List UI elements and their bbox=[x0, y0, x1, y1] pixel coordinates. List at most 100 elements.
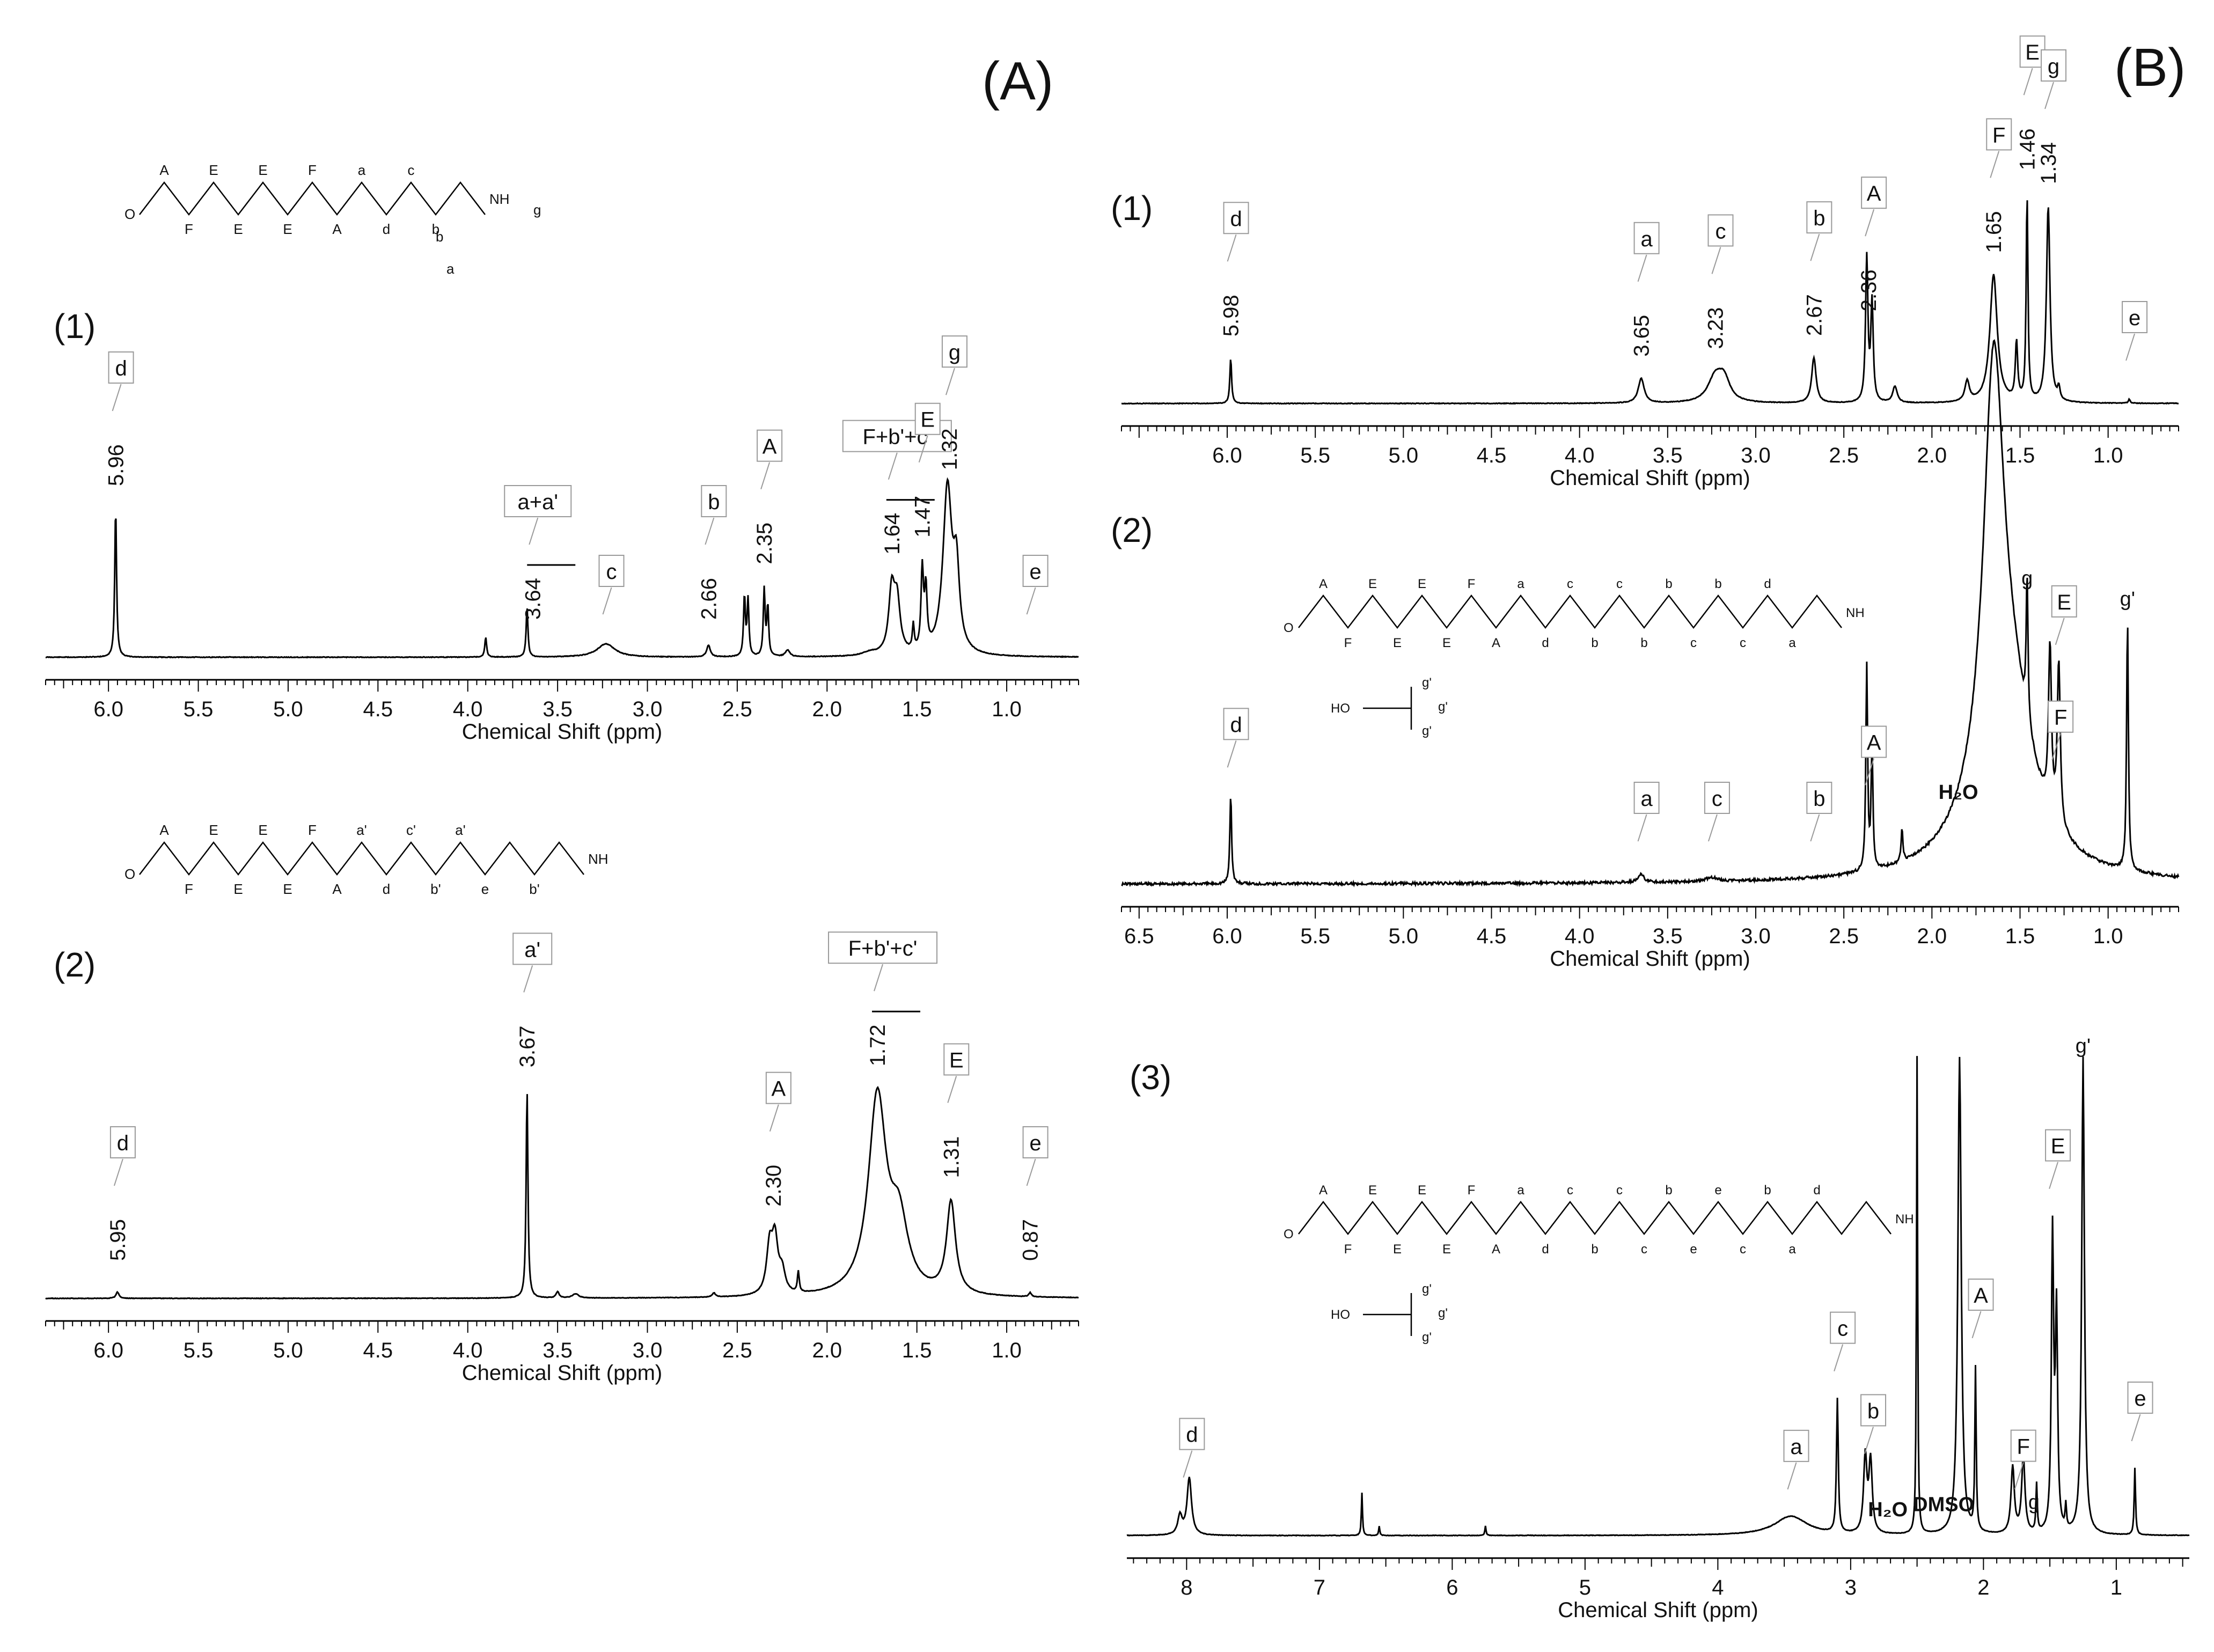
chain-label: c bbox=[1567, 577, 1573, 591]
tag-leader bbox=[1834, 1344, 1844, 1371]
chain-label: b' bbox=[529, 881, 539, 897]
tag-leader bbox=[2131, 1414, 2141, 1442]
peak-shift-value: 0.87 bbox=[1019, 1219, 1043, 1261]
peak-tag: d bbox=[115, 357, 127, 380]
boc-label: g' bbox=[1422, 676, 1432, 690]
tag-leader bbox=[1810, 814, 1820, 842]
chain-label: a bbox=[1788, 636, 1796, 650]
peak-tag: d bbox=[1230, 207, 1242, 231]
tag-leader bbox=[1971, 1311, 1982, 1339]
chain-label: E bbox=[233, 881, 243, 897]
peak-tag-box bbox=[943, 1043, 970, 1076]
branch-label: b bbox=[436, 229, 443, 245]
peak-tag: e bbox=[1029, 560, 1041, 584]
peak-tag-box bbox=[1986, 118, 2012, 151]
tag-leader bbox=[1026, 587, 1036, 615]
peak-shift-value: 1.32 bbox=[938, 428, 962, 470]
peak-tag: F bbox=[2054, 706, 2067, 730]
chain-label: d bbox=[383, 881, 390, 897]
chain-label: c bbox=[1567, 1183, 1573, 1198]
peak-shift-value: 1.72 bbox=[866, 1024, 890, 1066]
peak-tag: d bbox=[1186, 1423, 1198, 1447]
tick-label: 3.5 bbox=[542, 697, 573, 721]
peak-shift-value: 1.47 bbox=[911, 496, 935, 538]
tag-leader bbox=[1707, 814, 1718, 842]
tag-leader bbox=[1865, 758, 1875, 785]
tick-label: 4.5 bbox=[1477, 444, 1507, 467]
chain-label: a bbox=[1517, 577, 1524, 591]
x-axis-title: Chemical Shift (ppm) bbox=[1550, 947, 1750, 971]
peak-tag-box bbox=[2041, 49, 2067, 82]
tick-label: 2.0 bbox=[812, 697, 842, 721]
solvent-or-group-label: H₂O bbox=[1939, 781, 1978, 804]
tag-leader bbox=[1227, 234, 1237, 262]
x-axis-title: Chemical Shift (ppm) bbox=[462, 720, 662, 744]
peak-tag-box bbox=[1806, 201, 1832, 234]
tick-label: 5 bbox=[1579, 1576, 1591, 1599]
spectrum-number: (2) bbox=[1111, 511, 1153, 549]
tick-label: 1.5 bbox=[902, 697, 932, 721]
spectrum-trace bbox=[1121, 339, 2180, 888]
peak-tag: E bbox=[2025, 41, 2040, 64]
tail-label: g bbox=[533, 202, 541, 218]
carbonyl-oxygen: O bbox=[124, 206, 135, 222]
tick-label: 1.5 bbox=[902, 1339, 932, 1362]
chain-label: d bbox=[1542, 636, 1549, 650]
spectrum-number: (2) bbox=[54, 945, 96, 984]
peak-shift-value: 2.36 bbox=[1857, 269, 1881, 311]
peak-tag-box bbox=[2051, 585, 2077, 618]
tag-leader bbox=[2125, 333, 2136, 361]
tag-leader bbox=[2014, 1462, 2024, 1489]
peak-tag-box bbox=[2122, 301, 2148, 333]
tick-label: 4.5 bbox=[363, 1339, 393, 1362]
chain-label: A bbox=[1319, 1183, 1328, 1198]
peak-shift-value: 2.30 bbox=[762, 1165, 786, 1207]
chain-label: F bbox=[1468, 1183, 1476, 1198]
amine-group: NH bbox=[489, 191, 510, 207]
chain-label: F bbox=[1468, 577, 1476, 591]
hydroxy-group: HO bbox=[1331, 1308, 1350, 1322]
peak-tag-box bbox=[1633, 782, 1660, 814]
tag-leader bbox=[2055, 618, 2065, 645]
peak-tag: A bbox=[1867, 731, 1881, 755]
peak-tag: g bbox=[949, 341, 961, 364]
peak-tag-box bbox=[504, 485, 572, 517]
peak-tag-box bbox=[1861, 725, 1887, 758]
peak-tag: b bbox=[1867, 1399, 1879, 1423]
chain-label: c' bbox=[406, 822, 416, 838]
peak-shift-value: 1.65 bbox=[1982, 211, 2006, 253]
tag-leader bbox=[1637, 814, 1647, 842]
chain-label: a bbox=[1788, 1242, 1796, 1257]
peak-shift-value: 3.23 bbox=[1704, 307, 1727, 349]
tick-label: 3.5 bbox=[1653, 444, 1683, 467]
chain-label: a' bbox=[455, 822, 465, 838]
peak-tag: c bbox=[1715, 219, 1726, 243]
tick-label: 6.0 bbox=[1212, 924, 1242, 948]
solvent-or-group-label: DMSO bbox=[1913, 1493, 1974, 1516]
carbonyl-oxygen: O bbox=[1284, 1227, 1294, 1242]
tick-label: 2.0 bbox=[1917, 924, 1947, 948]
chain-label: b bbox=[1591, 636, 1598, 650]
chain-label: e bbox=[1690, 1242, 1697, 1257]
solvent-or-group-label: g' bbox=[2076, 1035, 2091, 1058]
tick-label: 2.5 bbox=[722, 697, 752, 721]
chain-bonds bbox=[1298, 594, 1842, 629]
peak-shift-value: 1.31 bbox=[940, 1136, 963, 1178]
tick-label: 5.0 bbox=[273, 697, 303, 721]
spectrum-number: (1) bbox=[54, 307, 96, 346]
solvent-or-group-label: H₂O bbox=[1868, 1499, 1908, 1521]
tick-label: 5.5 bbox=[1300, 444, 1330, 467]
tag-leader bbox=[769, 1104, 779, 1132]
peak-tag-box bbox=[2019, 35, 2046, 68]
tick-label: 5.5 bbox=[184, 697, 214, 721]
tick-label: 4.0 bbox=[1565, 444, 1595, 467]
peak-tag-box bbox=[2045, 1129, 2071, 1162]
tag-leader bbox=[888, 452, 898, 480]
tag-leader bbox=[113, 1158, 123, 1186]
chain-label: c bbox=[1616, 577, 1623, 591]
peak-tag-box bbox=[109, 1126, 136, 1158]
branch-label: a bbox=[446, 261, 454, 277]
solvent-or-group-label: g bbox=[2028, 1492, 2040, 1514]
tick-label: 6.0 bbox=[1212, 444, 1242, 467]
